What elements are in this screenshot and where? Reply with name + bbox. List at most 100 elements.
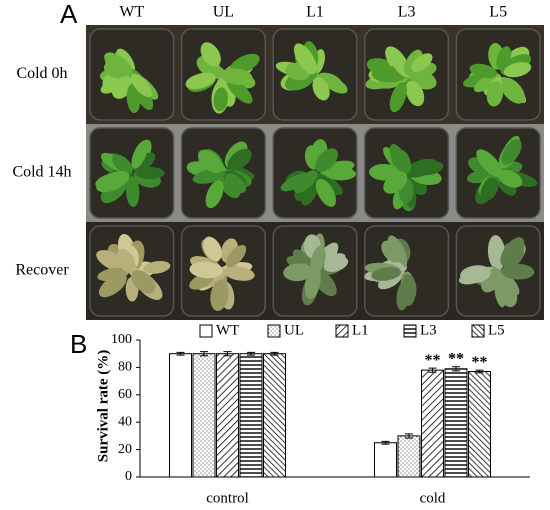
error-bar (428, 367, 437, 373)
y-tick-label: 100 (111, 332, 132, 347)
leaf (112, 154, 133, 175)
leaf (205, 180, 224, 209)
bar (263, 353, 286, 478)
leaf (315, 148, 338, 173)
row-label: Recover (15, 262, 69, 279)
leaf (210, 279, 229, 311)
leaf (315, 172, 343, 195)
error-bar (475, 369, 484, 374)
x-tick-label: cold (420, 490, 446, 506)
bar (421, 369, 444, 478)
leaf (312, 77, 330, 101)
leaf (203, 236, 222, 262)
leaf (501, 263, 535, 280)
y-tick-label: 0 (125, 469, 132, 484)
error-bar (200, 351, 208, 357)
bar (444, 368, 468, 478)
leaf (486, 81, 504, 107)
bar (192, 353, 216, 478)
leaf (225, 244, 247, 268)
leaf (189, 261, 224, 279)
leaf (200, 42, 221, 67)
significance-label: ** (472, 354, 488, 371)
legend-label: L1 (352, 322, 369, 338)
leaf (405, 80, 425, 107)
leaf (292, 249, 316, 272)
error-bar (452, 366, 460, 372)
leaf (97, 267, 130, 282)
significance-label: ** (425, 352, 441, 369)
column-label: L1 (306, 4, 324, 21)
row-label: Cold 0h (16, 65, 67, 82)
leaf (480, 177, 499, 201)
leaf (125, 176, 140, 208)
significance-label: ** (448, 350, 464, 367)
legend-swatch (335, 324, 349, 338)
bar (216, 353, 239, 478)
error-bar (176, 351, 185, 356)
column-label: UL (213, 4, 234, 21)
leaf (498, 281, 518, 308)
legend-swatch (403, 324, 417, 338)
photo-grid (86, 25, 544, 320)
error-bar (270, 351, 279, 356)
leaf (476, 149, 503, 178)
leaf (283, 263, 313, 282)
leaf (500, 237, 525, 267)
y-tick-label: 60 (118, 387, 132, 402)
leaf (469, 63, 498, 79)
row-label: Cold 14h (12, 164, 71, 181)
legend-label: WT (216, 322, 239, 338)
legend-label: UL (284, 322, 304, 338)
leaf (381, 240, 402, 263)
leaf (126, 83, 141, 114)
bar (468, 371, 491, 478)
leaf (213, 87, 228, 112)
leaf (503, 62, 532, 78)
panel-label: A (60, 0, 78, 29)
column-label: L5 (489, 4, 507, 21)
leaf (411, 53, 433, 72)
bar (169, 353, 192, 478)
leaf (315, 178, 336, 207)
column-label: L3 (398, 4, 416, 21)
leaf (135, 167, 165, 180)
y-tick-label: 40 (118, 414, 132, 429)
y-axis-title: Survival rate (%) (95, 350, 111, 462)
leaf (324, 166, 357, 181)
legend-swatch (267, 324, 281, 338)
error-bar (223, 351, 232, 357)
leaf (130, 73, 153, 98)
leaf (501, 139, 522, 165)
leaf (224, 173, 247, 194)
bar (239, 353, 263, 478)
leaf (293, 43, 317, 75)
leaf (220, 68, 253, 85)
leaf (323, 256, 349, 272)
leaf (389, 144, 410, 175)
panel-label: B (70, 329, 87, 359)
leaf (498, 169, 523, 188)
leaf (104, 52, 133, 77)
x-tick-label: control (206, 490, 249, 506)
legend-label: L5 (488, 322, 505, 338)
leaf (389, 82, 407, 113)
leaf (197, 149, 223, 174)
leaf (417, 161, 444, 176)
leaf (293, 170, 318, 193)
leaf (143, 260, 171, 274)
leaf (96, 250, 129, 272)
error-bar (247, 351, 255, 356)
leaf (224, 266, 255, 281)
leaf (304, 266, 321, 300)
leaf (324, 77, 348, 94)
leaf (383, 171, 408, 194)
leaf (132, 152, 156, 173)
leaf (96, 170, 130, 193)
leaf (500, 77, 525, 104)
leaf (371, 267, 402, 281)
legend-swatch (471, 324, 485, 338)
legend-label: L3 (420, 322, 437, 338)
leaf (131, 140, 148, 169)
column-label: WT (119, 4, 144, 21)
